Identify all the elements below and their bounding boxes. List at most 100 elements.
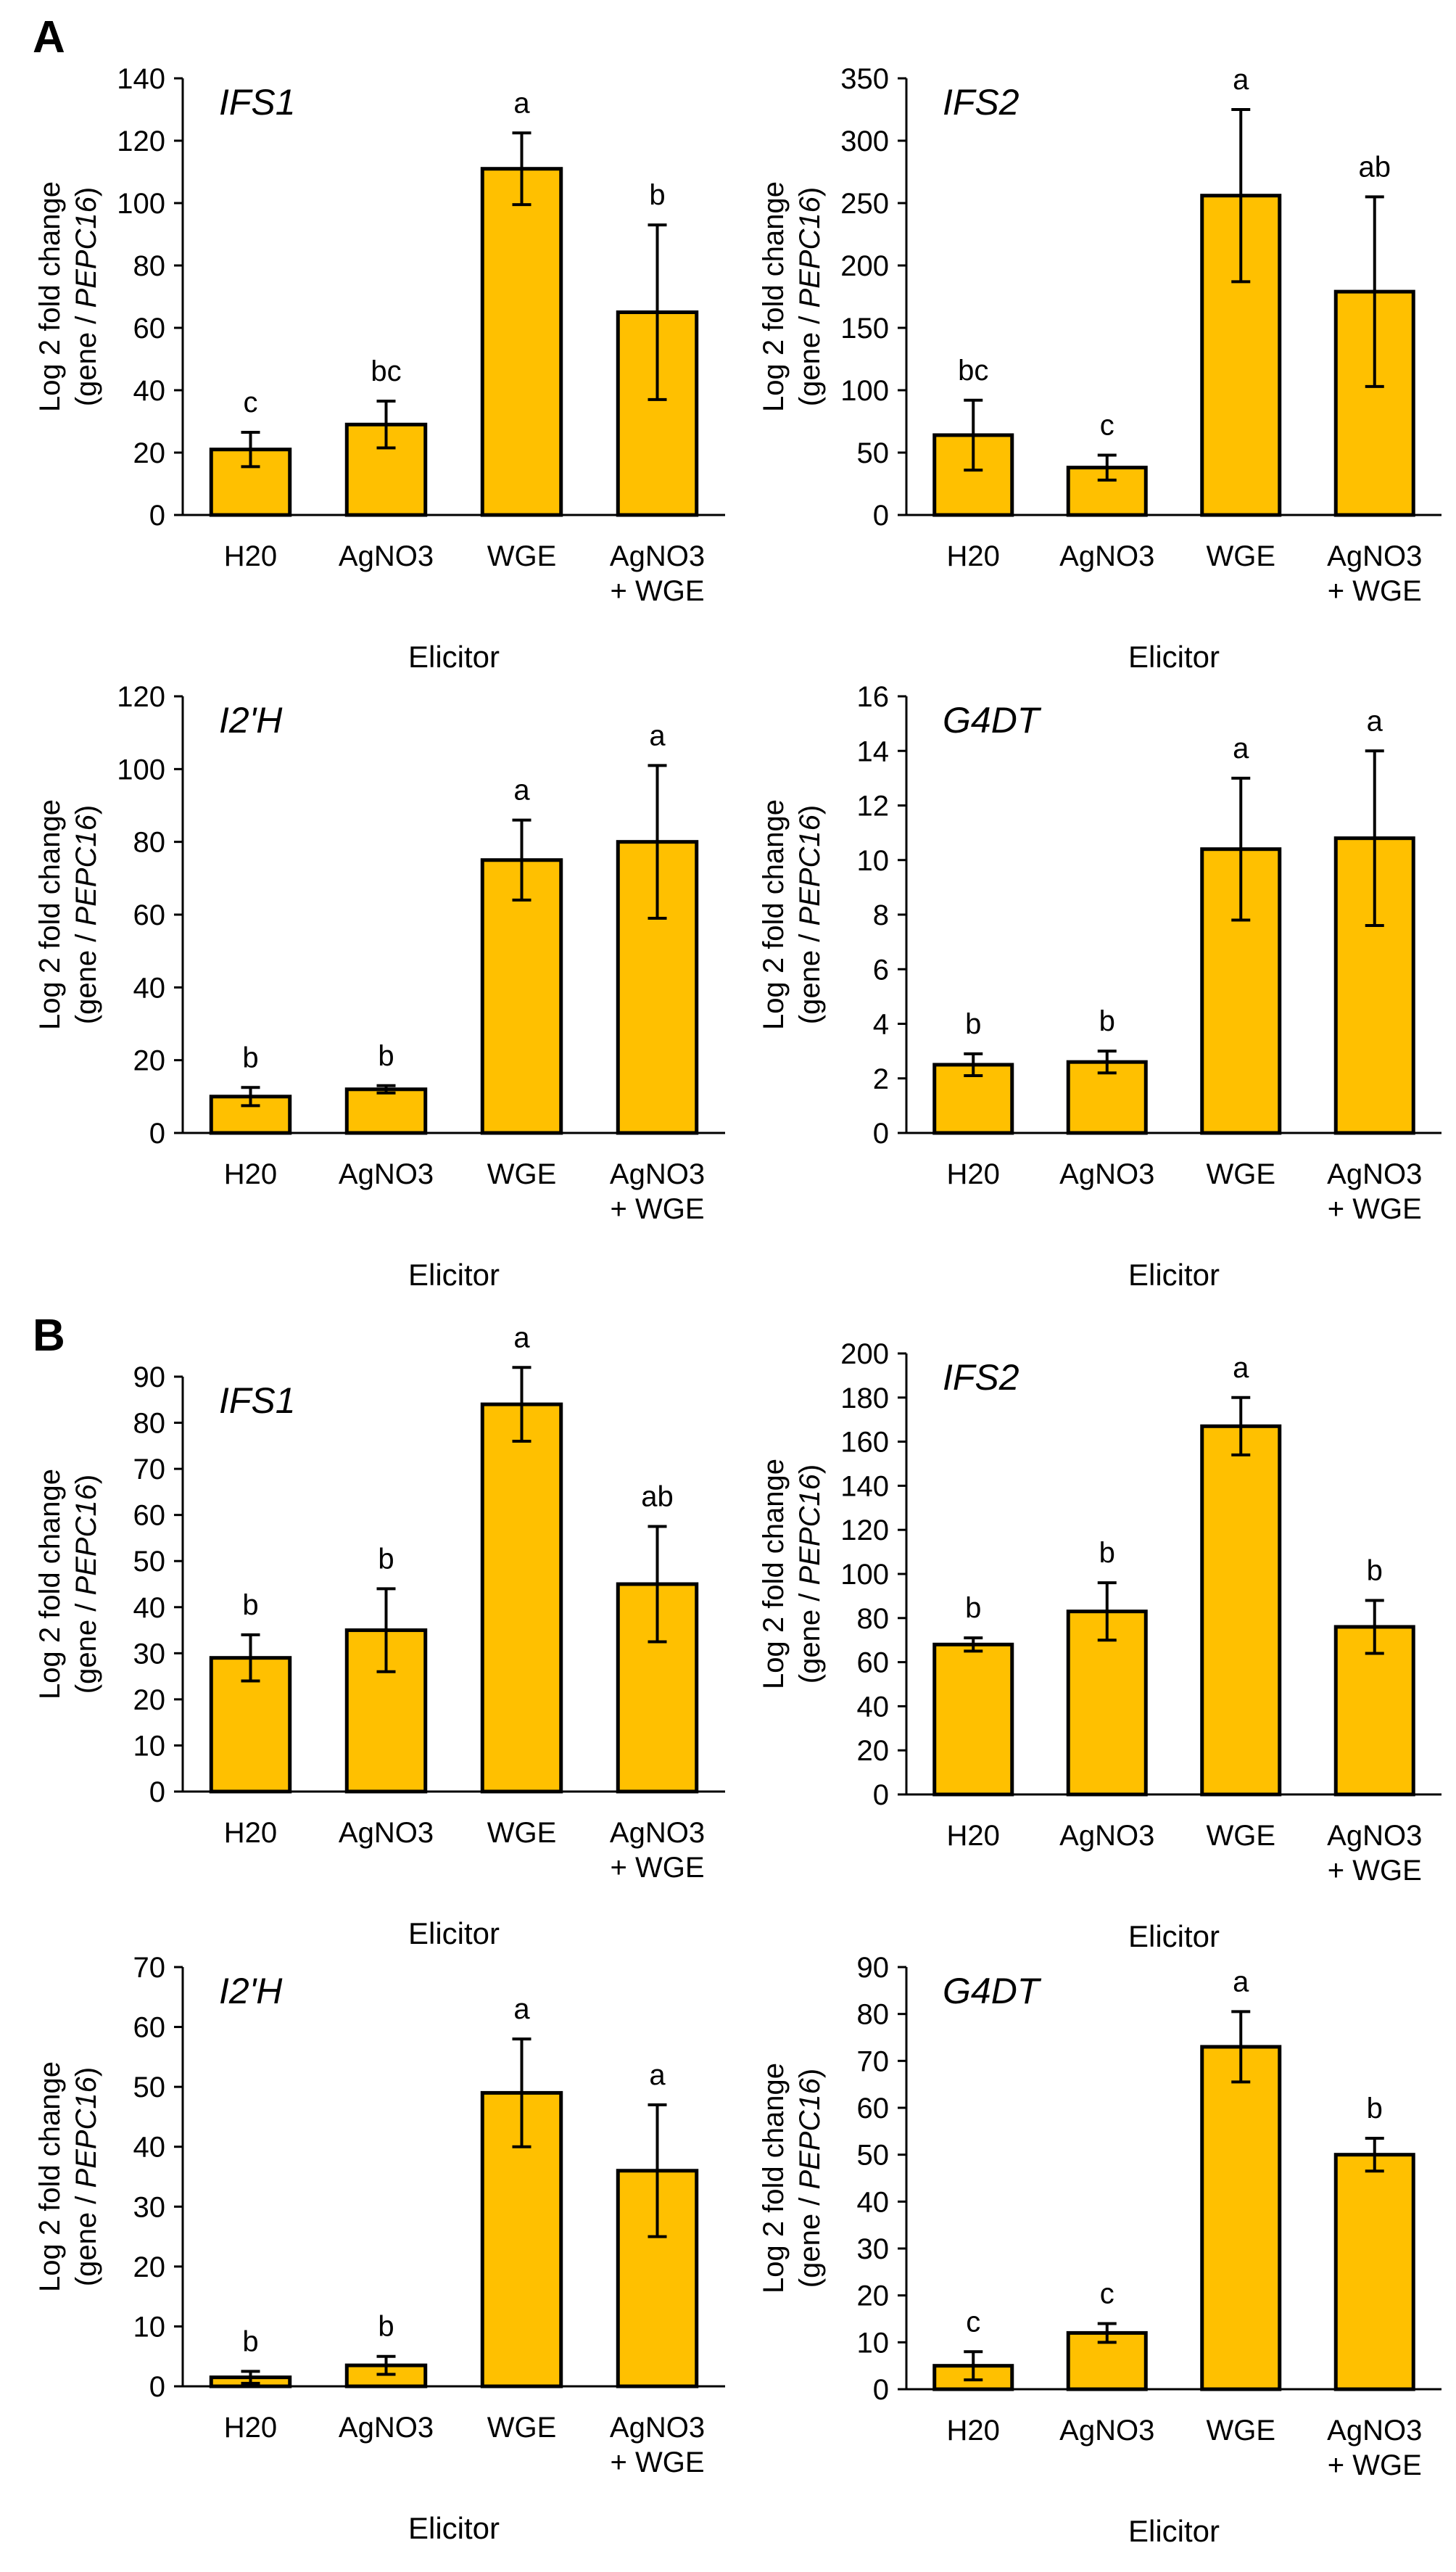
panel-label-a: A <box>33 12 65 62</box>
y-tick-label: 0 <box>149 2371 165 2403</box>
y-tick-label: 20 <box>857 2280 890 2312</box>
category-label-4: AgNO3 <box>610 1158 705 1190</box>
significance-letter-2: b <box>1099 1537 1115 1569</box>
y-tick-label: 80 <box>133 1408 166 1440</box>
y-tick-label: 60 <box>133 899 166 931</box>
chart-title: G4DT <box>943 700 1042 741</box>
y-tick-label: 140 <box>840 1470 889 1502</box>
category-label-3: WGE <box>1206 540 1275 572</box>
y-tick-label: 50 <box>857 437 890 469</box>
y-tick-label: 50 <box>133 1546 166 1578</box>
category-label-2: AgNO3 <box>339 1817 434 1849</box>
category-label-4: AgNO3 <box>610 1817 705 1849</box>
bar-2 <box>344 1087 428 1135</box>
y-tick-label: 160 <box>840 1427 889 1459</box>
y-tick-label: 60 <box>857 1647 890 1679</box>
significance-letter-4: b <box>1367 1554 1383 1586</box>
y-tick-label: 30 <box>133 2191 166 2223</box>
y-axis-title-line1: Log 2 fold change <box>758 181 790 412</box>
category-label-2: AgNO3 <box>1059 540 1154 572</box>
y-tick-label: 20 <box>133 1045 166 1077</box>
category-label-2: AgNO3 <box>339 1158 434 1190</box>
bar-3 <box>1200 2045 1282 2391</box>
category-label-1: H20 <box>947 1158 1000 1190</box>
y-axis-title: Log 2 fold change (gene / PEPC16) <box>758 799 826 1030</box>
chart-title: I2'H <box>219 700 283 741</box>
y-tick-label: 0 <box>873 1779 889 1811</box>
category-label-1: H20 <box>224 540 277 572</box>
y-axis-title-line2: (gene / PEPC16) <box>794 187 826 406</box>
y-axis-title: Log 2 fold change (gene / PEPC16) <box>34 1469 102 1699</box>
significance-letter-1: b <box>965 1008 981 1040</box>
y-tick-label: 20 <box>857 1735 890 1767</box>
category-label-1: H20 <box>224 1158 277 1190</box>
y-tick-label: 150 <box>840 313 889 345</box>
category-label-1: H20 <box>947 1820 1000 1852</box>
chart-title: I2'H <box>219 1971 283 2011</box>
y-tick-label: 0 <box>149 1776 165 1808</box>
category-label-2: AgNO3 <box>1059 2415 1154 2447</box>
y-axis-title-line1: Log 2 fold change <box>758 1459 790 1689</box>
chart-6: 0 20 40 60 80 100 120 140 160 180 200 b H20 b AgNO3 a WG… <box>758 1338 1441 1953</box>
category-label-4: + WGE <box>1328 2449 1422 2481</box>
category-label-3: WGE <box>487 1158 557 1190</box>
significance-letter-3: a <box>1233 1352 1249 1384</box>
significance-letter-3: a <box>513 775 530 807</box>
y-axis-title-line2: (gene / PEPC16) <box>70 187 102 406</box>
chart-1: 020406080100120140cH20bcAgNO3aWGEbAgNO3+… <box>34 63 725 674</box>
category-label-2: AgNO3 <box>339 2412 434 2444</box>
bar-1 <box>932 1642 1014 1797</box>
y-tick-label: 120 <box>840 1514 889 1546</box>
significance-letter-4: a <box>649 2059 666 2091</box>
category-label-2: AgNO3 <box>1059 1820 1154 1852</box>
significance-letter-4: b <box>649 179 665 211</box>
y-tick-label: 140 <box>117 63 165 95</box>
significance-letter-3: a <box>1233 1966 1249 1998</box>
y-axis-title-line1: Log 2 fold change <box>34 2061 66 2292</box>
significance-letter-2: bc <box>371 355 401 387</box>
category-label-1: H20 <box>224 2412 277 2444</box>
category-label-4: + WGE <box>610 1852 704 1884</box>
y-tick-label: 4 <box>873 1009 889 1041</box>
chart-title: IFS2 <box>943 82 1019 123</box>
y-tick-label: 100 <box>840 1559 889 1591</box>
y-tick-label: 60 <box>857 2093 890 2124</box>
category-label-3: WGE <box>487 1817 557 1849</box>
y-tick-label: 80 <box>857 1999 890 2031</box>
significance-letter-1: b <box>242 1042 258 1073</box>
y-axis-title-line2: (gene / PEPC16) <box>794 1464 826 1683</box>
chart-title: IFS1 <box>219 1380 296 1421</box>
x-axis-title: Elicitor <box>408 1916 500 1950</box>
category-label-3: WGE <box>1206 2415 1275 2447</box>
chart-2: 0 50 100 150 200 250 300 350 bc H20 c AgNO3 a WGE ab Ag… <box>758 63 1441 674</box>
charts-container: 020406080100120140cH20bcAgNO3aWGEbAgNO3+… <box>34 63 1441 2548</box>
category-label-4: + WGE <box>1328 1855 1422 1887</box>
y-tick-label: 40 <box>857 1691 890 1723</box>
y-tick-label: 40 <box>133 375 166 407</box>
category-label-4: + WGE <box>610 1193 704 1225</box>
y-axis-title-line2: (gene / PEPC16) <box>70 805 102 1024</box>
y-tick-label: 12 <box>857 791 890 823</box>
y-tick-label: 120 <box>117 681 165 713</box>
y-tick-label: 100 <box>117 188 165 220</box>
significance-letter-1: c <box>966 2306 980 2338</box>
significance-letter-3: a <box>513 1322 530 1353</box>
significance-letter-4: ab <box>641 1481 674 1513</box>
category-label-1: H20 <box>947 540 1000 572</box>
bar-3 <box>1200 1424 1282 1797</box>
y-tick-label: 120 <box>117 125 165 157</box>
category-label-4: AgNO3 <box>610 2412 705 2444</box>
y-tick-label: 16 <box>857 681 890 713</box>
y-tick-label: 10 <box>133 1730 166 1762</box>
y-tick-label: 100 <box>840 375 889 407</box>
significance-letter-2: c <box>1100 2278 1114 2309</box>
category-label-1: H20 <box>224 1817 277 1849</box>
y-tick-label: 0 <box>149 500 165 532</box>
y-tick-label: 40 <box>133 972 166 1004</box>
chart-title: G4DT <box>943 1971 1042 2011</box>
category-label-2: AgNO3 <box>339 540 434 572</box>
category-label-3: WGE <box>1206 1820 1275 1852</box>
significance-letter-1: bc <box>958 355 988 387</box>
bar-4 <box>1333 2153 1415 2391</box>
y-tick-label: 0 <box>873 2374 889 2406</box>
